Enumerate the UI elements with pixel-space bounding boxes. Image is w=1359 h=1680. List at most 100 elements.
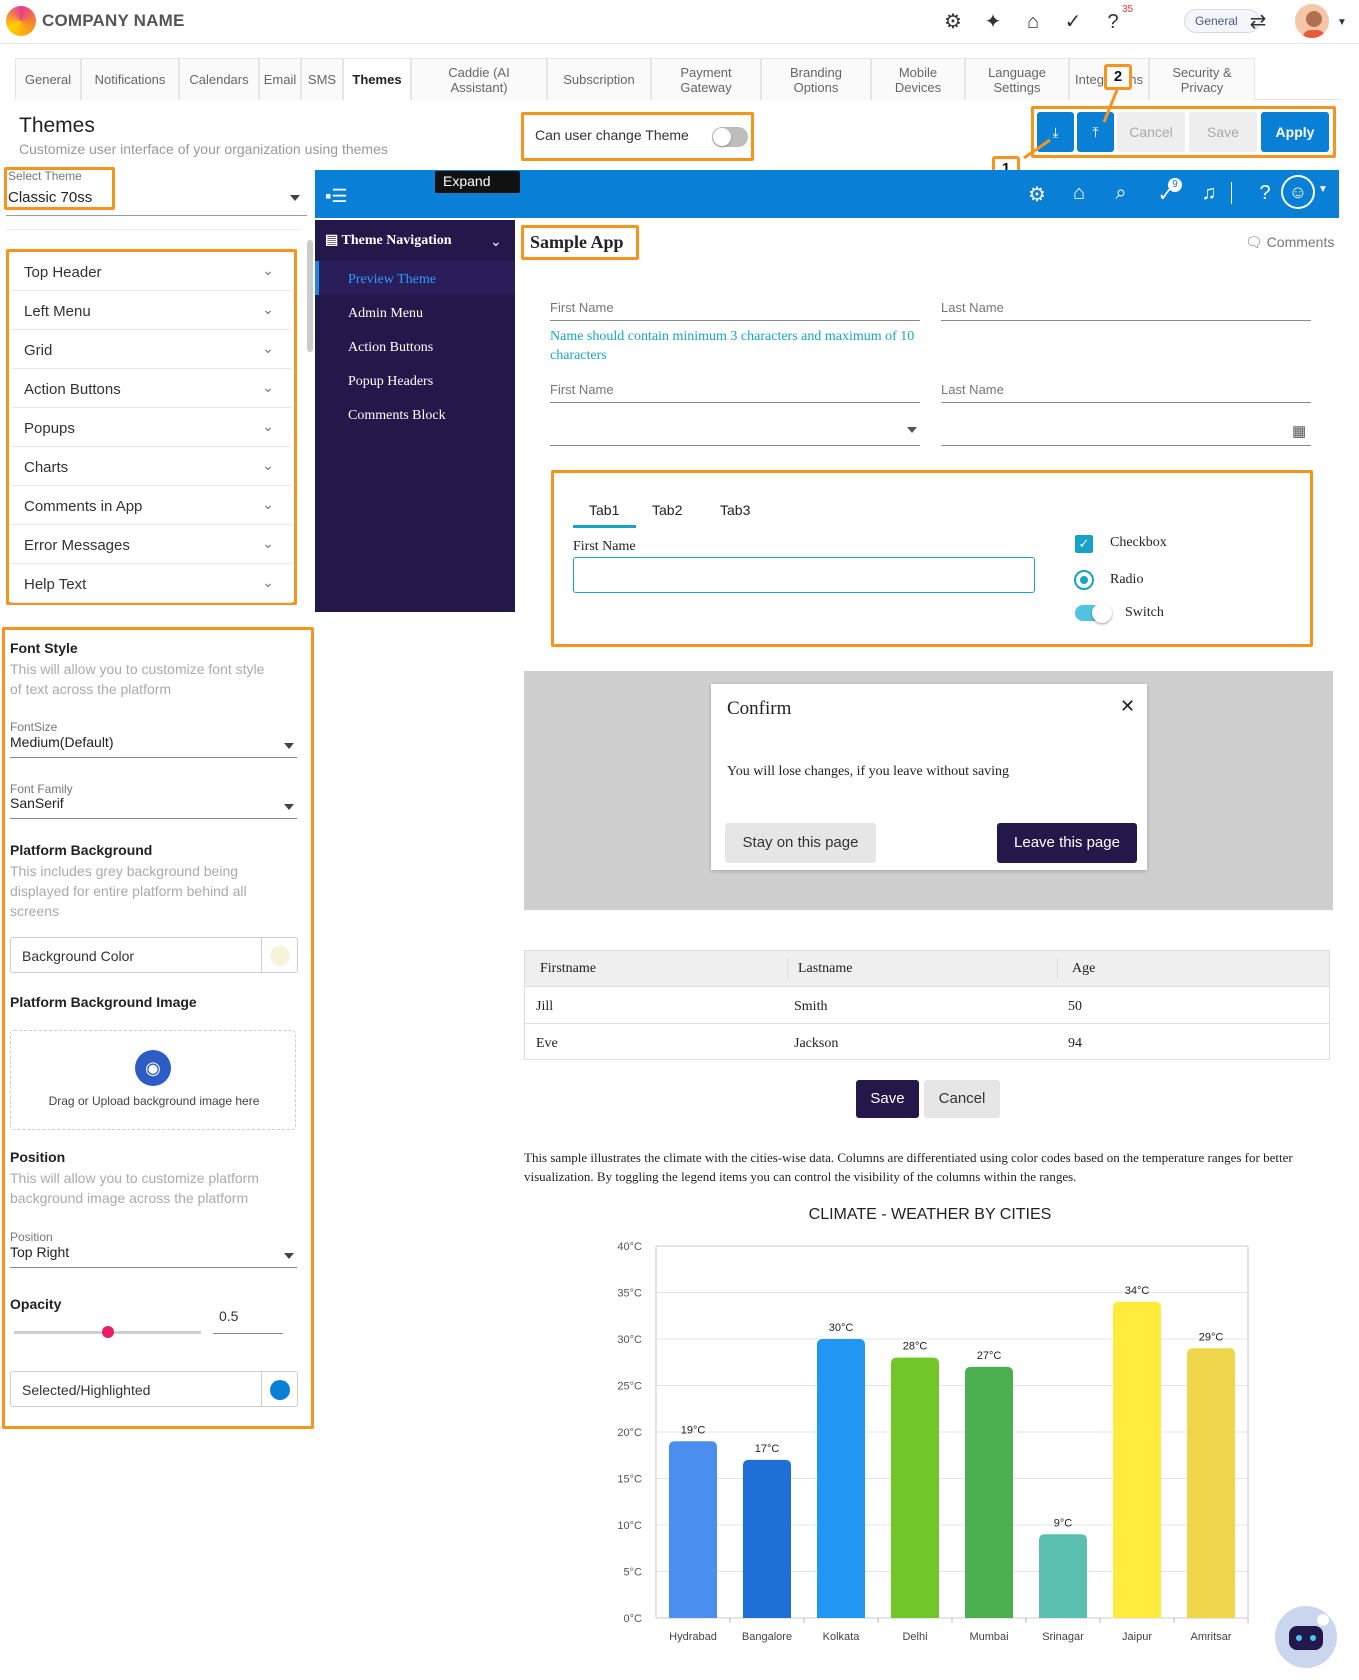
last-name-input-2[interactable] [941, 402, 1311, 403]
accordion-item[interactable]: Top Header ⌄ [11, 253, 292, 291]
accordion-item[interactable]: Comments in App ⌄ [11, 487, 292, 525]
left-panel-scrollbar[interactable] [307, 240, 313, 352]
workspace-selector[interactable]: General [1184, 9, 1260, 33]
table-header-cell[interactable]: Firstname [540, 961, 596, 976]
help-icon[interactable]: ? [1107, 11, 1119, 33]
bg-color-picker[interactable]: Background Color [10, 937, 298, 973]
preview-select-input[interactable] [550, 445, 920, 446]
settings-icon[interactable]: ⚙ [944, 11, 962, 33]
preview-menu-icon[interactable]: ▪☰ [325, 186, 348, 206]
accordion-item[interactable]: Charts ⌄ [11, 448, 292, 486]
chevron-down-icon[interactable]: ⌄ [262, 457, 274, 473]
preview-search-icon[interactable]: ⌕ [1115, 182, 1127, 204]
avatar-menu-caret-icon[interactable]: ▼ [1337, 17, 1347, 28]
switch[interactable] [1075, 603, 1112, 623]
nav-item[interactable]: Admin Menu [348, 306, 424, 321]
chatbot-button[interactable] [1275, 1606, 1337, 1668]
chevron-down-icon[interactable]: ⌄ [262, 340, 274, 356]
position-caret-icon[interactable] [284, 1253, 294, 1259]
select-theme-dropdown[interactable]: Classic 70ss [8, 189, 93, 206]
tab-language-settings[interactable]: Language Settings [965, 58, 1069, 100]
preview-tab[interactable]: Tab2 [652, 502, 683, 518]
tab-subscription[interactable]: Subscription [547, 58, 651, 100]
fontsize-caret-icon[interactable] [284, 743, 294, 749]
bg-image-dropzone[interactable]: ◉ Drag or Upload background image here [10, 1030, 296, 1130]
tasks-icon[interactable]: ✓ [1064, 11, 1082, 33]
tab-mobile-devices[interactable]: Mobile Devices [871, 58, 965, 100]
fontfamily-caret-icon[interactable] [284, 804, 294, 810]
opacity-slider-thumb[interactable] [102, 1326, 114, 1338]
chevron-down-icon[interactable]: ⌄ [262, 301, 274, 317]
preview-save-button[interactable]: Save [856, 1080, 919, 1118]
fontfamily-dropdown[interactable]: SanSerif [10, 795, 64, 811]
preview-tab[interactable]: Tab3 [720, 502, 751, 518]
first-name-input-2[interactable] [550, 402, 920, 403]
last-name-input-1[interactable] [941, 320, 1311, 321]
preview-cancel-button[interactable]: Cancel [924, 1080, 1000, 1118]
opacity-value[interactable]: 0.5 [219, 1308, 239, 1324]
table-header-cell[interactable]: Age [1072, 961, 1096, 976]
comments-link[interactable]: 🗨 Comments [1245, 234, 1334, 251]
leave-button[interactable]: Leave this page [997, 823, 1137, 863]
tab-calendars[interactable]: Calendars [179, 58, 259, 100]
radio[interactable] [1074, 570, 1094, 590]
preview-user-caret-icon[interactable]: ▼ [1318, 184, 1328, 195]
apply-button[interactable]: Apply [1261, 112, 1329, 152]
nav-item[interactable]: Preview Theme [348, 272, 436, 287]
tab-sms[interactable]: SMS [301, 58, 343, 100]
preview-bell-icon[interactable]: ♫ [1201, 182, 1217, 204]
checkbox[interactable]: ✓ [1075, 535, 1093, 553]
bg-color-swatch[interactable] [270, 946, 290, 966]
close-icon[interactable]: ✕ [1120, 696, 1136, 716]
nav-item[interactable]: Comments Block [348, 408, 446, 423]
camera-icon[interactable]: ◉ [135, 1050, 171, 1086]
store-icon[interactable]: ⌂ [1026, 11, 1040, 33]
chevron-down-icon[interactable]: ⌄ [262, 496, 274, 512]
first-name-input-1[interactable] [550, 320, 920, 321]
tab-branding-options[interactable]: Branding Options [761, 58, 871, 100]
accordion-item[interactable]: Action Buttons ⌄ [11, 370, 292, 408]
stay-button[interactable]: Stay on this page [725, 823, 876, 863]
accordion-item[interactable]: Grid ⌄ [11, 331, 292, 369]
change-theme-toggle[interactable] [712, 127, 748, 147]
nav-item[interactable]: Action Buttons [348, 340, 434, 355]
chevron-down-icon[interactable]: ⌄ [262, 574, 274, 590]
sparkle-icon[interactable]: ✦ [984, 11, 1002, 33]
preview-select-caret-icon[interactable] [907, 427, 917, 433]
accordion-item[interactable]: Left Menu ⌄ [11, 292, 292, 330]
preview-store-icon[interactable]: ⌂ [1072, 182, 1086, 204]
save-button[interactable]: Save [1189, 112, 1257, 152]
avatar[interactable] [1293, 2, 1331, 40]
tab-general[interactable]: General [15, 58, 81, 100]
theme-nav-chevron-icon[interactable]: ⌄ [490, 233, 502, 249]
selected-color-swatch-cell[interactable] [261, 1372, 297, 1406]
preview-user-icon[interactable]: ☺ [1281, 175, 1315, 209]
calendar-icon[interactable]: ▦ [1292, 423, 1307, 440]
tab-security-privacy[interactable]: Security & Privacy [1149, 58, 1255, 100]
table-header-cell[interactable]: Lastname [798, 961, 853, 976]
chevron-down-icon[interactable]: ⌄ [262, 262, 274, 278]
position-dropdown[interactable]: Top Right [10, 1244, 70, 1260]
accordion-item[interactable]: Popups ⌄ [11, 409, 292, 447]
chevron-down-icon[interactable]: ⌄ [262, 418, 274, 434]
nav-item[interactable]: Popup Headers [348, 374, 434, 389]
preview-date-input[interactable] [941, 445, 1311, 446]
preview-settings-icon[interactable]: ⚙ [1028, 184, 1046, 206]
fontsize-dropdown[interactable]: Medium(Default) [10, 734, 114, 750]
select-theme-caret-icon[interactable] [290, 195, 300, 201]
selected-color-picker[interactable]: Selected/Highlighted [10, 1371, 298, 1407]
tab-notifications[interactable]: Notifications [81, 58, 179, 100]
theme-nav-title[interactable]: ▤ Theme Navigation [325, 232, 452, 249]
tab-caddie-ai-assistant[interactable]: Caddie (AI Assistant) [411, 58, 547, 100]
chevron-down-icon[interactable]: ⌄ [262, 535, 274, 551]
bg-color-swatch-cell[interactable] [261, 938, 297, 972]
accordion-item[interactable]: Help Text ⌄ [11, 565, 292, 603]
tab-payment-gateway[interactable]: Payment Gateway [651, 58, 761, 100]
selected-color-swatch[interactable] [270, 1380, 290, 1400]
cancel-button[interactable]: Cancel [1117, 112, 1185, 152]
upload-theme-button[interactable]: ⤒ [1077, 112, 1114, 152]
expand-button[interactable]: Expand [435, 171, 520, 193]
chevron-down-icon[interactable]: ⌄ [262, 379, 274, 395]
tab-themes[interactable]: Themes [343, 58, 411, 100]
tab-email[interactable]: Email [259, 58, 301, 100]
